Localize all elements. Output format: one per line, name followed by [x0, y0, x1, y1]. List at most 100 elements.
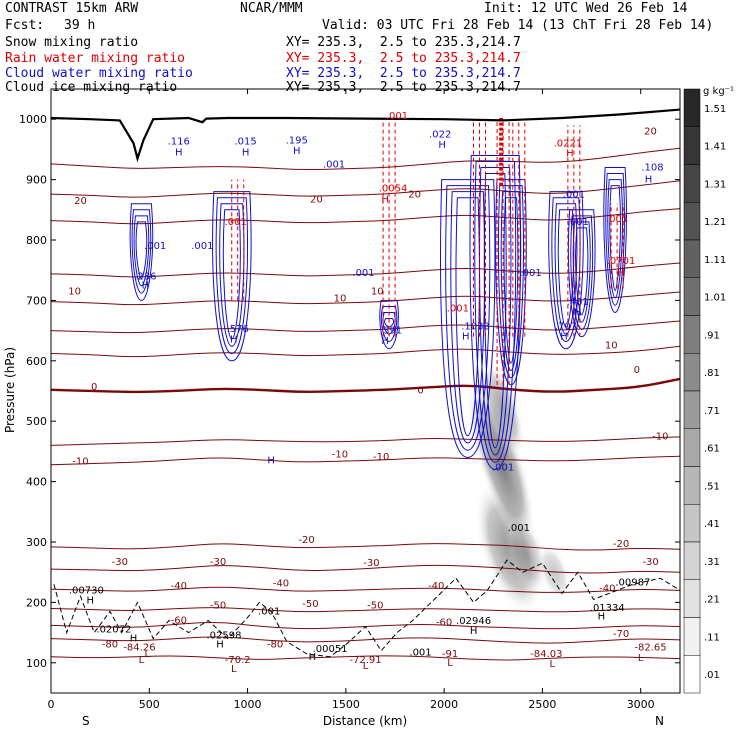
high-marker: H — [87, 596, 95, 607]
cloud-water-contour — [479, 167, 512, 456]
high-marker: H — [574, 308, 582, 319]
cloud-water-contour — [605, 173, 625, 306]
contour-value-label: -20 — [298, 535, 314, 546]
terrain-line — [51, 108, 680, 163]
contour-value-label: -10 — [373, 452, 389, 463]
high-marker: H — [381, 195, 389, 206]
x-axis-title: Distance (km) — [323, 714, 407, 728]
contour-value-label: .195 — [286, 135, 308, 146]
contour-value-label: -30 — [642, 557, 658, 568]
model-title: CONTRAST 15km ARW — [5, 1, 139, 16]
cloud-water-contour — [212, 191, 252, 362]
isotherm-line — [51, 455, 680, 466]
colorbar-segment — [683, 655, 701, 694]
contour-value-label: -10 — [332, 449, 348, 460]
high-marker: H — [142, 280, 150, 291]
colorbar-segment — [683, 353, 701, 392]
contour-value-label: .116 — [168, 137, 190, 148]
contour-value-label: 20 — [644, 126, 657, 137]
contour-value-label: -60 — [436, 617, 452, 628]
isotherm-line — [51, 377, 680, 394]
rain-water-contours — [231, 117, 624, 385]
isotherm-line — [51, 586, 680, 593]
contour-value-label: .576 — [227, 324, 249, 335]
x-tick-label: 1000 — [234, 698, 262, 711]
isotherm-line — [51, 622, 680, 630]
low-marker: L — [145, 649, 151, 660]
cloud-water-contour — [568, 209, 596, 338]
high-marker: H — [438, 140, 446, 151]
contour-value-label: .001 — [447, 303, 469, 314]
ice-contour — [53, 559, 680, 658]
low-marker: L — [363, 661, 369, 672]
colorbar-segment — [683, 126, 701, 165]
colorbar-label: 1.31 — [704, 179, 726, 190]
contour-value-label: -30 — [112, 557, 128, 568]
isotherm-line — [51, 345, 680, 358]
contour-value-label: .401 — [567, 297, 589, 308]
contour-value-label: -60 — [171, 616, 187, 627]
cloud-water-contour — [131, 209, 152, 294]
contour-value-label: .236 — [134, 271, 156, 282]
colorbar-label: .61 — [704, 444, 720, 455]
isotherm-line — [51, 436, 680, 446]
fcst-label: Fcst: — [5, 18, 45, 33]
contour-value-label: .001 — [508, 523, 530, 534]
y-tick-label: 300 — [26, 536, 47, 549]
colorbar-segment — [683, 277, 701, 316]
colorbar: 1.51 1.41 1.31 1.21 1.11 1.01 .91 .81 .71 .61 .51.… — [683, 88, 726, 694]
contour-value-label: .001 — [606, 214, 628, 225]
contour-value-label: .02072 — [96, 625, 131, 636]
contour-value-label: .00730 — [69, 585, 104, 596]
y-tick-label: 800 — [26, 234, 47, 247]
contour-value-label: .0054 — [379, 184, 408, 195]
contour-value-label: -91 — [442, 649, 458, 660]
cloud-water-contour — [609, 185, 621, 292]
high-marker: H — [267, 455, 275, 466]
colorbar-label: 1.41 — [704, 142, 726, 153]
x-endpoint-right: N — [655, 714, 664, 728]
cloud-water-contour — [575, 227, 589, 316]
contour-value-label: .001 — [386, 111, 408, 122]
high-marker: H — [230, 335, 238, 346]
contour-value-label: .01334 — [590, 603, 625, 614]
contour-value-label: .00987 — [615, 577, 650, 588]
contour-value-label: 10 — [371, 286, 384, 297]
colorbar-label: 1.21 — [704, 217, 726, 228]
cloud-water-contour — [495, 179, 527, 386]
x-endpoint-left: S — [82, 714, 90, 728]
snow-shade-blob — [481, 361, 525, 457]
contour-value-label: .001 — [519, 268, 541, 279]
fcst-value: 39 h — [64, 18, 96, 33]
colorbar-segment — [683, 202, 701, 241]
cloud-ice-contours — [53, 559, 680, 658]
contour-value-label: .001 — [191, 241, 213, 252]
isotherm-line — [51, 564, 680, 574]
contour-value-label: .00051 — [313, 644, 348, 655]
contour-value-label: -40 — [273, 579, 289, 590]
contour-value-label: -84.03 — [530, 649, 562, 660]
high-marker: H — [242, 147, 250, 158]
low-marker: L — [549, 659, 555, 670]
y-tick-label: 400 — [26, 476, 47, 489]
snow-shade-blob — [466, 377, 536, 550]
high-marker: H — [645, 175, 653, 186]
colorbar-label: 1.51 — [704, 104, 726, 115]
colorbar-label: 1.11 — [704, 255, 726, 266]
contour-value-label: -10 — [72, 457, 88, 468]
colorbar-segment — [683, 504, 701, 543]
cloud-water-contour — [380, 305, 398, 342]
contour-value-label: .1033 — [461, 321, 490, 332]
colorbar-segment — [683, 617, 701, 656]
colorbar-segment — [683, 239, 701, 278]
high-marker: H — [566, 149, 574, 160]
colorbar-segment — [683, 428, 701, 467]
cloud-water-contour — [554, 203, 578, 335]
colorbar-segment — [683, 88, 701, 127]
colorbar-segment — [683, 164, 701, 203]
contour-value-label: .001 — [225, 217, 247, 228]
colorbar-segment — [683, 579, 701, 618]
contour-value-label: .001 — [258, 606, 280, 617]
contour-value-label: .001 — [567, 217, 589, 228]
